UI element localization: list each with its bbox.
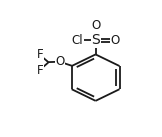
- Text: S: S: [91, 33, 100, 47]
- Text: O: O: [91, 19, 100, 32]
- Text: F: F: [37, 64, 44, 77]
- Text: Cl: Cl: [72, 34, 83, 47]
- Text: F: F: [37, 48, 44, 61]
- Text: O: O: [110, 34, 119, 47]
- Text: O: O: [55, 55, 64, 68]
